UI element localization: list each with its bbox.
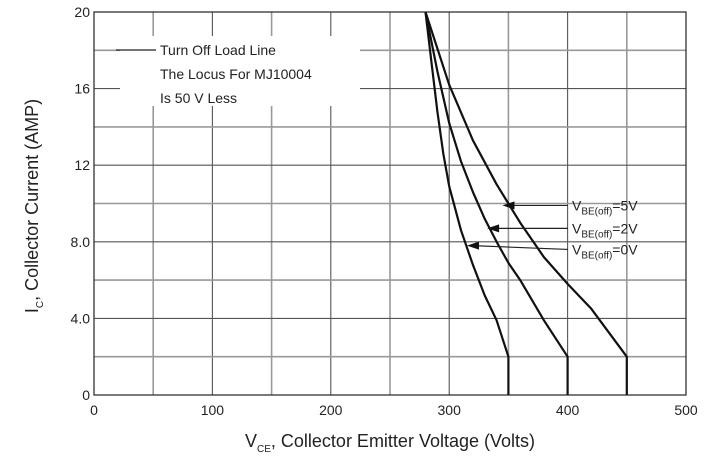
series-line-2 (424, 11, 510, 395)
y-tick-label: 4.0 (71, 310, 91, 326)
series-label-1: VBE(off)=2V (572, 220, 638, 240)
y-tick-label: 16 (74, 81, 90, 97)
series-curves (424, 11, 628, 395)
annotation-background (120, 36, 360, 106)
x-tick-label: 200 (319, 402, 343, 418)
series-line-1 (424, 11, 569, 395)
x-axis-label: VCE, Collector Emitter Voltage (Volts) (245, 431, 535, 455)
label-leader-2 (472, 245, 569, 251)
annotation: Turn Off Load Line The Locus For MJ10004… (116, 36, 360, 106)
x-tick-label: 300 (438, 402, 462, 418)
label-arrowhead-2 (466, 241, 479, 250)
x-tick-label: 0 (90, 402, 98, 418)
x-tick-label: 100 (201, 402, 225, 418)
annotation-line-1: Turn Off Load Line (160, 42, 276, 58)
label-arrowhead-0 (502, 201, 515, 210)
x-tick-label: 400 (556, 402, 580, 418)
y-tick-label: 12 (74, 157, 90, 173)
series-label-2: VBE(off)=0V (572, 241, 638, 261)
annotation-line-3: Is 50 V Less (160, 90, 237, 106)
series-label-0: VBE(off)=5V (572, 197, 638, 217)
series-line-0 (424, 11, 628, 395)
y-tick-label: 20 (74, 4, 90, 20)
y-tick-label: 0 (82, 387, 90, 403)
x-tick-label: 500 (674, 402, 698, 418)
grid (94, 12, 686, 395)
label-arrowhead-1 (487, 224, 500, 233)
y-tick-label: 8.0 (71, 234, 91, 250)
plot-frame (93, 11, 687, 396)
annotation-line-2: The Locus For MJ10004 (160, 66, 312, 82)
y-axis-label: IC, Collector Current (AMP) (22, 99, 46, 313)
tick-labels: 0 100 200 300 400 500 0 4.0 8.0 12 16 20 (71, 4, 698, 418)
